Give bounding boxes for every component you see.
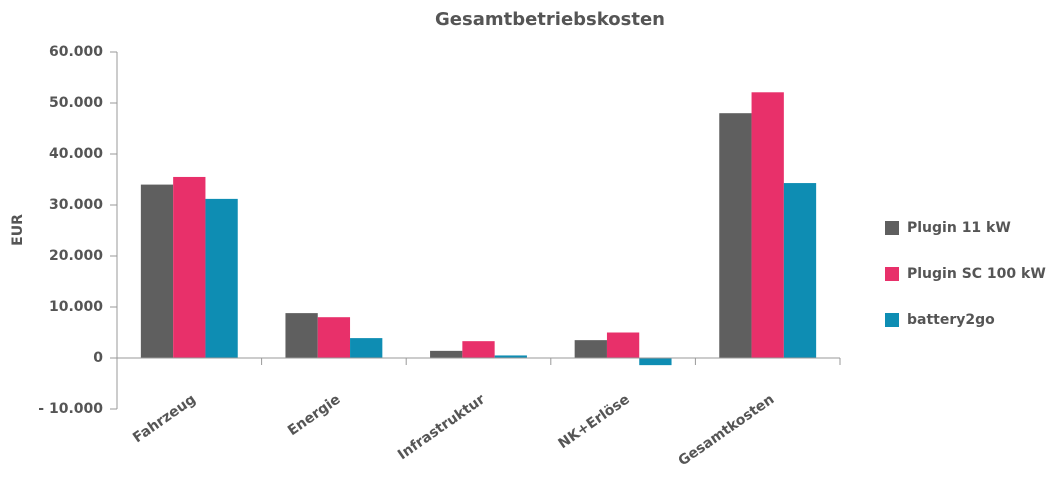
bar [173, 176, 206, 358]
y-tick-label: 60.000 [49, 44, 103, 60]
x-tick-label: Fahrzeug [130, 391, 199, 446]
legend-swatch [885, 313, 899, 327]
bar [574, 340, 607, 358]
x-tick-label: Gesamtkosten [675, 391, 777, 469]
y-tick-label: - 10.000 [38, 401, 103, 417]
bar [317, 317, 351, 358]
bar [285, 313, 318, 358]
bar [783, 183, 817, 358]
legend-swatch [885, 267, 899, 281]
bar [430, 350, 463, 358]
bar [639, 358, 672, 366]
x-tick-label: Infrastruktur [395, 391, 488, 463]
y-tick-label: 10.000 [49, 299, 103, 315]
bar [719, 113, 752, 358]
legend-swatch [885, 221, 899, 235]
bar [350, 338, 383, 358]
x-tick-label: NK+Erlöse [556, 391, 633, 452]
chart-title: Gesamtbetriebskosten [435, 9, 665, 30]
y-tick-label: 50.000 [49, 95, 103, 111]
bar [606, 332, 640, 358]
bar [751, 92, 784, 358]
bar [462, 341, 495, 358]
x-tick-label: Energie [285, 391, 344, 439]
legend-label: Plugin 11 kW [907, 220, 1011, 236]
legend-label: battery2go [907, 312, 995, 328]
y-tick-label: 40.000 [49, 146, 103, 162]
bar [494, 355, 527, 358]
y-axis-label: EUR [10, 214, 26, 246]
y-tick-label: 20.000 [49, 248, 103, 264]
bar [140, 184, 174, 358]
legend-label: Plugin SC 100 kW [907, 266, 1046, 282]
y-tick-label: 0 [93, 350, 103, 366]
y-tick-label: 30.000 [49, 197, 103, 213]
bar [205, 198, 238, 358]
